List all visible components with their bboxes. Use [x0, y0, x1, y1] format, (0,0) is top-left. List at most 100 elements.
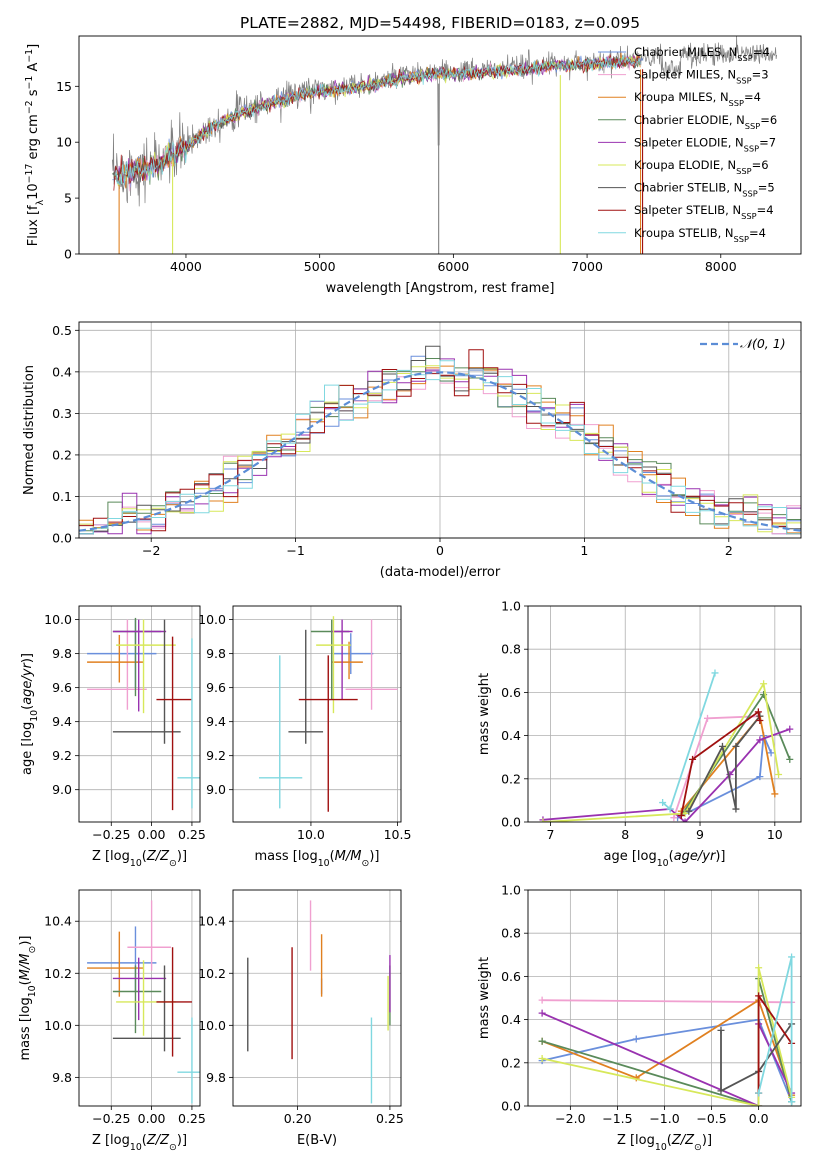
xtick-label: −1.5	[602, 1111, 632, 1126]
figure-title: PLATE=2882, MJD=54498, FIBERID=0183, z=0…	[240, 14, 640, 32]
weight-marker	[539, 818, 547, 822]
xtick-label: −0.25	[92, 827, 130, 842]
axes-frame	[78, 605, 201, 823]
model-spectrum-line	[114, 55, 641, 187]
ytick-label: 10.0	[44, 612, 72, 627]
x-axis-label: wavelength [Angstrom, rest frame]	[326, 281, 555, 296]
weight-line	[541, 977, 793, 1106]
ytick-label: 0.6	[501, 969, 521, 984]
xtick-label: 6000	[437, 259, 469, 274]
legend-label: Chabrier STELIB, NSSP=5	[634, 181, 775, 199]
xtick-label: 0.00	[138, 827, 166, 842]
panel-residuals: −2 −1 0 1 2 0.0 0.1 0.2 0.3 0.4 0.5 (data-model)/er…	[22, 321, 802, 580]
xtick-label: 0	[436, 543, 444, 558]
weight-marker	[755, 1089, 763, 1097]
weight-marker	[718, 742, 726, 750]
weight-marker	[538, 1009, 546, 1017]
weight-line	[688, 715, 761, 812]
ytick-label: 0.6	[501, 685, 521, 700]
legend-label: Salpeter STELIB, NSSP=4	[634, 203, 774, 221]
ytick-label: 0.2	[501, 771, 521, 786]
weight-marker	[632, 1035, 640, 1043]
model-spectrum-line	[112, 54, 644, 188]
axes-frame	[78, 889, 201, 1107]
weight-marker	[685, 807, 693, 815]
weight-marker	[659, 799, 667, 807]
ytick-label: 10.2	[198, 966, 226, 981]
ytick-label: 10.4	[44, 914, 72, 929]
panel-age_vs_Z: −0.25 0.00 0.25 9.0 9.2 9.4 9.6 9.8 10.0 Z [log10…	[20, 605, 206, 869]
grid-mass_vs_EBV	[233, 890, 401, 1106]
x-axis-label: Z [log10(Z/Z⊙)]	[92, 849, 187, 869]
plot-area-spectrum	[112, 36, 778, 254]
ytick-label: 1.0	[501, 599, 521, 614]
weight-line	[541, 966, 793, 1106]
ytick-label: 9.4	[52, 714, 72, 729]
weight-marker	[756, 736, 764, 744]
axes-frame	[78, 35, 802, 255]
panel-spectrum: 4000 5000 6000 7000 8000 0 5 10 15 wavelength [An…	[24, 35, 802, 296]
weight-marker	[538, 1037, 546, 1045]
ytick-label: 0	[64, 247, 72, 262]
xtick-label: −0.25	[92, 1111, 130, 1126]
y-axis-label: Flux [fλ10−17 erg cm−2 s−1 A−1]	[24, 44, 46, 246]
panel-mass_vs_Z: −0.25 0.00 0.25 9.8 10.0 10.2 10.4 Z [log10(Z/Z…	[18, 889, 206, 1153]
weight-marker	[689, 755, 697, 763]
ytick-label: 0.8	[501, 926, 521, 941]
xtick-label: 8	[621, 827, 629, 842]
y-axis-label: mass [log10(M/M⊙)]	[18, 936, 38, 1061]
ytick-label: 0.4	[501, 1012, 521, 1027]
ytick-label: 0.0	[501, 1099, 521, 1114]
weight-marker	[767, 749, 775, 757]
plot-area-weight_vs_Z	[538, 953, 796, 1106]
legend-label: Kroupa MILES, NSSP=4	[634, 90, 761, 108]
model-spectrum-line	[113, 54, 641, 192]
panel-mass_vs_EBV: 0.20 0.25 9.8 10.0 10.2 10.4 E(B-V)	[198, 889, 404, 1148]
plot-area-age_vs_mass	[258, 616, 398, 812]
ytick-label: 0.2	[52, 447, 72, 462]
ytick-label: 0.8	[501, 642, 521, 657]
weight-marker	[788, 953, 796, 961]
plot-area-weight_vs_age	[539, 669, 794, 822]
legend-label: Chabrier ELODIE, NSSP=6	[634, 113, 777, 131]
plot-area-residuals	[79, 345, 801, 535]
ytick-label: 9.0	[206, 782, 226, 797]
weight-marker	[670, 814, 678, 822]
model-spectrum-line	[113, 55, 641, 185]
ytick-label: 5	[64, 191, 72, 206]
weight-marker	[786, 755, 794, 763]
panel-weight_vs_Z: −2.0 −1.5 −1.0 −0.5 0.0 0.0 0.2 0.4 0.6 0.8 1.0 mas…	[477, 883, 802, 1153]
xtick-label: 0.25	[178, 827, 206, 842]
xtick-label: 9	[696, 827, 704, 842]
axes-frame	[527, 889, 802, 1107]
xtick-label: −1.0	[649, 1111, 679, 1126]
ytick-label: 9.8	[52, 646, 72, 661]
ytick-label: 0.2	[501, 1055, 521, 1070]
ytick-label: 10	[56, 135, 72, 150]
legend-label: 𝒩(0, 1)	[740, 336, 786, 351]
ytick-label: 10.0	[198, 612, 226, 627]
x-axis-label: mass [log10(M/M⊙)]	[255, 849, 380, 869]
x-axis-label: Z [log10(Z/Z⊙)]	[92, 1133, 187, 1153]
xtick-label: 10.5	[384, 827, 412, 842]
axes-frame	[232, 889, 402, 1107]
weight-marker	[786, 725, 794, 733]
axes-frame	[527, 605, 802, 823]
plot-area-mass_vs_Z	[87, 900, 200, 1104]
axes-frame	[232, 605, 402, 823]
legend-label: Kroupa STELIB, NSSP=4	[634, 226, 766, 244]
xtick-label: 10	[767, 827, 783, 842]
xtick-label: 10.0	[297, 827, 325, 842]
weight-marker	[756, 716, 764, 724]
ytick-label: 0.1	[52, 489, 72, 504]
x-axis-label: age [log10(age/yr)]	[603, 849, 725, 869]
legend-label: Salpeter MILES, NSSP=3	[634, 68, 769, 86]
ytick-label: 0.4	[501, 728, 521, 743]
xtick-label: −2.0	[555, 1111, 585, 1126]
grid-age_vs_mass	[233, 606, 401, 822]
model-spectrum-line	[113, 54, 641, 191]
xtick-label: 7	[546, 827, 554, 842]
xtick-label: −2	[142, 543, 160, 558]
ytick-label: 15	[56, 79, 72, 94]
